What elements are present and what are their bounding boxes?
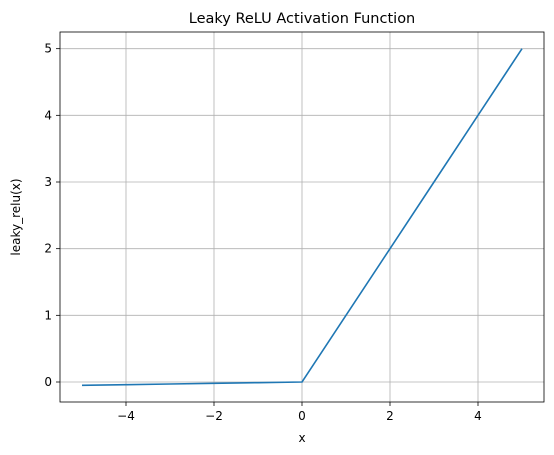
- y-axis-label: leaky_relu(x): [9, 178, 23, 255]
- x-axis-ticks: −4 −2 0 2 4: [117, 402, 482, 423]
- y-tick-label-3: 3: [44, 175, 52, 189]
- y-axis-ticks: 0 1 2 3 4 5: [44, 42, 60, 389]
- x-tick-label-3: 2: [386, 409, 394, 423]
- x-tick-label-4: 4: [474, 409, 482, 423]
- x-tick-label-0: −4: [117, 409, 135, 423]
- chart-title: Leaky ReLU Activation Function: [189, 11, 416, 27]
- y-tick-label-5: 5: [44, 42, 52, 56]
- x-tick-label-2: 0: [298, 409, 306, 423]
- series-layer: [81, 48, 523, 387]
- series-line-0: [81, 48, 523, 387]
- x-axis-label: x: [298, 431, 305, 445]
- y-tick-label-4: 4: [44, 108, 52, 122]
- x-tick-label-1: −2: [205, 409, 223, 423]
- y-tick-label-2: 2: [44, 242, 52, 256]
- y-tick-label-1: 1: [44, 308, 52, 322]
- y-tick-label-0: 0: [44, 375, 52, 389]
- grid: [60, 32, 544, 402]
